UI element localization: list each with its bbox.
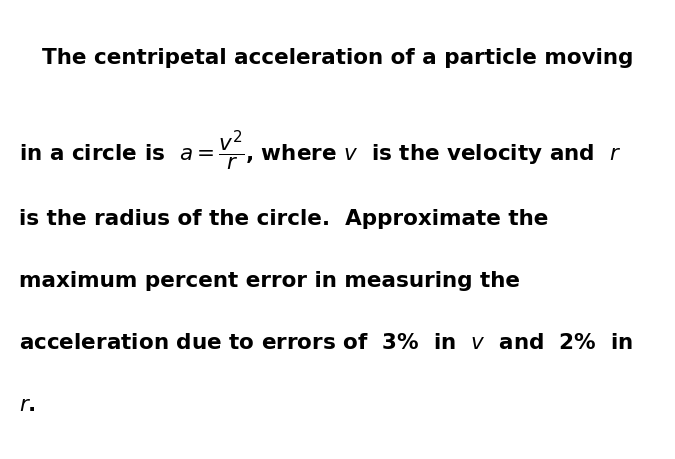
Text: in a circle is  $a = \dfrac{v^2}{r}$, where $v$  is the velocity and  $r$: in a circle is $a = \dfrac{v^2}{r}$, whe… <box>19 129 621 173</box>
Text: acceleration due to errors of  3%  in  $v$  and  2%  in: acceleration due to errors of 3% in $v$ … <box>19 333 633 353</box>
Text: is the radius of the circle.  Approximate the: is the radius of the circle. Approximate… <box>19 209 548 229</box>
Text: maximum percent error in measuring the: maximum percent error in measuring the <box>19 271 520 291</box>
Text: The centripetal acceleration of a particle moving: The centripetal acceleration of a partic… <box>42 48 633 68</box>
Text: $r$.: $r$. <box>19 395 36 415</box>
